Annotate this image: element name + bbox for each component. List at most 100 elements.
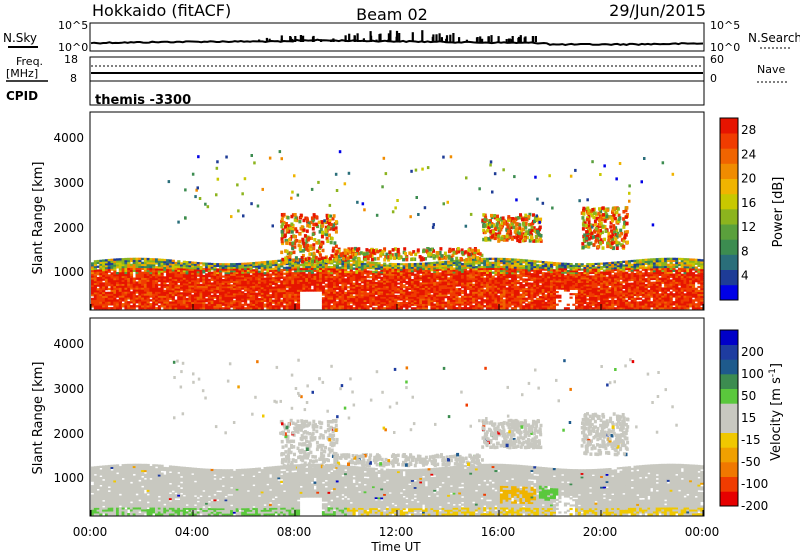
heatmap-cell bbox=[102, 282, 105, 284]
heatmap-cell bbox=[119, 268, 122, 270]
heatmap-cell bbox=[514, 284, 517, 286]
heatmap-cell bbox=[469, 264, 472, 266]
heatmap-cell bbox=[653, 301, 656, 303]
heatmap-cell bbox=[650, 292, 653, 294]
heatmap-cell bbox=[353, 307, 356, 309]
heatmap-cell bbox=[595, 266, 598, 268]
heatmap-cell bbox=[149, 258, 152, 260]
heatmap-cell bbox=[600, 272, 603, 274]
heatmap-cell bbox=[283, 280, 286, 282]
heatmap-cell bbox=[645, 272, 648, 274]
heatmap-cell bbox=[628, 302, 631, 304]
heatmap-cell bbox=[111, 301, 114, 303]
heatmap-cell bbox=[336, 284, 339, 286]
heatmap-cell bbox=[269, 294, 272, 296]
heatmap-cell bbox=[258, 271, 261, 273]
heatmap-cell bbox=[514, 280, 517, 282]
heatmap-cell bbox=[258, 273, 261, 275]
heatmap-cell bbox=[531, 273, 534, 275]
heatmap-cell bbox=[430, 273, 433, 275]
heatmap-cell bbox=[522, 278, 525, 280]
heatmap-cell bbox=[202, 262, 205, 264]
heatmap-cell bbox=[166, 280, 169, 282]
heatmap-cell bbox=[467, 278, 470, 280]
heatmap-cell bbox=[347, 286, 350, 288]
nsky-bar bbox=[488, 36, 490, 42]
heatmap-cell bbox=[531, 260, 534, 262]
heatmap-cell bbox=[472, 268, 475, 270]
heatmap-cell bbox=[575, 293, 578, 295]
heatmap-cell bbox=[622, 264, 625, 266]
nsky-bar bbox=[294, 36, 296, 42]
heatmap-cell bbox=[252, 300, 255, 302]
heatmap-cell bbox=[383, 307, 386, 309]
heatmap-cell bbox=[130, 264, 133, 266]
heatmap-cell bbox=[553, 300, 556, 302]
heatmap-cell bbox=[517, 296, 520, 298]
heatmap-cell bbox=[636, 298, 639, 300]
heatmap-cell bbox=[519, 307, 522, 309]
heatmap-cell bbox=[186, 298, 189, 300]
nsky-bar bbox=[412, 32, 414, 42]
heatmap-cell bbox=[191, 294, 194, 296]
heatmap-cell bbox=[639, 271, 642, 273]
heatmap-cell bbox=[339, 301, 342, 303]
heatmap-cell bbox=[369, 265, 372, 267]
heatmap-cell bbox=[191, 300, 194, 302]
nsky-bar bbox=[535, 36, 537, 42]
heatmap-cell bbox=[136, 258, 139, 260]
heatmap-cell bbox=[211, 272, 214, 274]
heatmap-cell bbox=[444, 302, 447, 304]
heatmap-cell bbox=[645, 259, 648, 261]
heatmap-cell bbox=[628, 273, 631, 275]
heatmap-cell bbox=[467, 270, 470, 272]
heatmap-cell bbox=[506, 258, 509, 260]
heatmap-cell bbox=[339, 261, 342, 263]
heatmap-cell bbox=[517, 267, 520, 269]
heatmap-cell bbox=[536, 298, 539, 300]
heatmap-cell bbox=[130, 305, 133, 307]
heatmap-cell bbox=[469, 274, 472, 276]
heatmap-cell bbox=[108, 261, 111, 263]
heatmap-cell bbox=[286, 276, 289, 278]
heatmap-cell bbox=[497, 295, 500, 297]
heatmap-cell bbox=[155, 299, 158, 301]
heatmap-cell bbox=[336, 270, 339, 272]
heatmap-cell bbox=[400, 267, 403, 269]
heatmap-cell bbox=[508, 290, 511, 292]
heatmap-cell bbox=[467, 272, 470, 274]
heatmap-cell bbox=[339, 307, 342, 309]
heatmap-cell bbox=[369, 293, 372, 295]
heatmap-cell bbox=[647, 297, 650, 299]
heatmap-cell bbox=[430, 300, 433, 302]
heatmap-cell bbox=[411, 307, 414, 309]
heatmap-cell bbox=[347, 290, 350, 292]
heatmap-cell bbox=[347, 271, 350, 273]
heatmap-cell bbox=[522, 265, 525, 267]
heatmap-cell bbox=[222, 307, 225, 309]
heatmap-cell bbox=[294, 295, 297, 297]
heatmap-cell bbox=[200, 262, 203, 264]
heatmap-cell bbox=[447, 296, 450, 298]
heatmap-cell bbox=[469, 307, 472, 309]
nsky-bar bbox=[379, 34, 381, 42]
power-y-tick: 3000 bbox=[53, 176, 84, 190]
nsky-bar bbox=[302, 36, 304, 42]
nsky-bar bbox=[320, 39, 322, 42]
heatmap-cell bbox=[508, 301, 511, 303]
heatmap-cell bbox=[575, 263, 578, 265]
heatmap-cell bbox=[333, 272, 336, 274]
heatmap-cell bbox=[163, 299, 166, 301]
heatmap-cell bbox=[444, 261, 447, 263]
heatmap-cell bbox=[547, 273, 550, 275]
heatmap-cell bbox=[314, 274, 317, 276]
heatmap-cell bbox=[339, 259, 342, 261]
freq-unit-label: [MHz] bbox=[6, 67, 38, 80]
heatmap-cell bbox=[645, 284, 648, 286]
heatmap-cell bbox=[472, 288, 475, 290]
power-heatmap bbox=[91, 150, 703, 309]
heatmap-cell bbox=[102, 271, 105, 273]
heatmap-cell bbox=[642, 292, 645, 294]
heatmap-cell bbox=[508, 264, 511, 266]
heatmap-cell bbox=[581, 263, 584, 265]
